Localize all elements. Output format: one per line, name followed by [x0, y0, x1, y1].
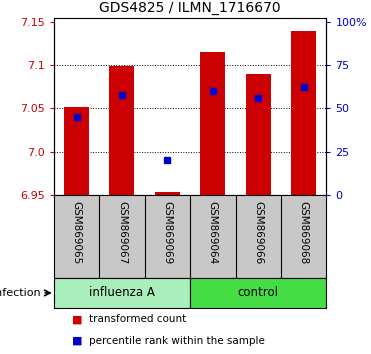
- Text: ■: ■: [72, 336, 86, 346]
- Text: influenza A: influenza A: [89, 286, 155, 299]
- Bar: [109, 66, 134, 195]
- Text: GSM869067: GSM869067: [117, 201, 127, 264]
- Text: transformed count: transformed count: [89, 314, 186, 325]
- Bar: [155, 192, 180, 195]
- Text: GSM869068: GSM869068: [299, 201, 309, 264]
- Text: infection: infection: [0, 288, 41, 298]
- Text: percentile rank within the sample: percentile rank within the sample: [89, 336, 265, 346]
- Bar: [190, 278, 326, 308]
- Bar: [291, 31, 316, 195]
- Bar: [54, 278, 190, 308]
- Bar: [246, 74, 271, 195]
- Text: GSM869064: GSM869064: [208, 201, 218, 264]
- Title: GDS4825 / ILMN_1716670: GDS4825 / ILMN_1716670: [99, 1, 281, 15]
- Text: GSM869066: GSM869066: [253, 201, 263, 264]
- Bar: [200, 52, 225, 195]
- Text: GSM869069: GSM869069: [162, 201, 173, 264]
- Bar: [64, 108, 89, 195]
- Text: ■: ■: [72, 314, 86, 325]
- Text: control: control: [238, 286, 279, 299]
- Text: GSM869065: GSM869065: [72, 201, 82, 264]
